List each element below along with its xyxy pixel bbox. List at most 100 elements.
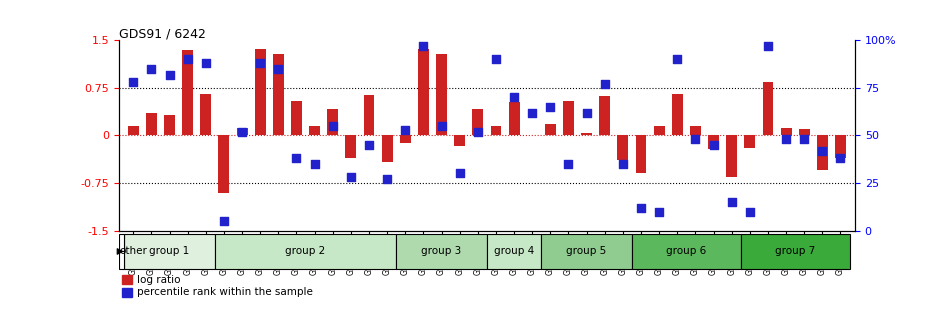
Point	[162, 72, 177, 77]
Point	[634, 205, 649, 210]
Bar	[291, 100, 302, 135]
Bar	[273, 54, 284, 135]
Bar	[690, 126, 701, 135]
Bar	[726, 135, 737, 177]
Bar	[123, 275, 132, 284]
Bar	[200, 94, 211, 135]
Bar	[781, 128, 791, 135]
Text: group 5: group 5	[566, 247, 607, 256]
Bar	[182, 50, 193, 135]
Text: log ratio: log ratio	[137, 275, 180, 285]
Bar	[581, 133, 592, 135]
Bar	[654, 126, 665, 135]
Point	[488, 57, 504, 62]
Point	[271, 66, 286, 72]
Point	[143, 66, 159, 72]
Point	[434, 123, 449, 129]
Point	[724, 199, 739, 205]
Point	[361, 142, 376, 148]
Point	[760, 43, 775, 49]
Point	[616, 161, 631, 167]
Bar	[119, 234, 124, 269]
Bar	[218, 135, 229, 193]
Bar	[632, 234, 741, 269]
Bar	[745, 135, 755, 148]
Text: percentile rank within the sample: percentile rank within the sample	[137, 287, 314, 297]
Point	[742, 209, 757, 214]
Bar	[237, 128, 248, 135]
Bar	[123, 288, 132, 297]
Bar	[817, 135, 827, 170]
Bar	[835, 135, 846, 158]
Bar	[542, 234, 632, 269]
Bar	[309, 126, 320, 135]
Bar	[382, 135, 392, 162]
Point	[670, 57, 685, 62]
Point	[325, 123, 340, 129]
Text: group 6: group 6	[666, 247, 707, 256]
Bar	[255, 49, 266, 135]
Point	[778, 136, 793, 142]
Bar	[396, 234, 486, 269]
Text: group 4: group 4	[494, 247, 534, 256]
Point	[452, 171, 467, 176]
Bar	[672, 94, 683, 135]
Point	[652, 209, 667, 214]
Point	[398, 127, 413, 132]
Text: GDS91 / 6242: GDS91 / 6242	[119, 27, 205, 40]
Text: group 2: group 2	[285, 247, 326, 256]
Point	[289, 156, 304, 161]
Bar	[799, 129, 809, 135]
Bar	[328, 109, 338, 135]
Point	[833, 156, 848, 161]
Point	[217, 218, 232, 224]
Bar	[146, 113, 157, 135]
Point	[235, 129, 250, 134]
Bar	[418, 49, 428, 135]
Point	[524, 110, 540, 115]
Point	[343, 175, 358, 180]
Bar	[487, 234, 542, 269]
Point	[253, 60, 268, 66]
Bar	[124, 234, 215, 269]
Bar	[545, 124, 556, 135]
Bar	[563, 100, 574, 135]
Bar	[708, 135, 719, 150]
Text: group 7: group 7	[775, 247, 815, 256]
Bar	[215, 234, 396, 269]
Point	[307, 161, 322, 167]
Point	[380, 176, 395, 182]
Bar	[636, 135, 646, 173]
Bar	[128, 126, 139, 135]
Point	[815, 148, 830, 153]
Point	[180, 57, 196, 62]
Point	[506, 95, 522, 100]
Bar	[364, 95, 374, 135]
Bar	[618, 135, 628, 160]
Point	[688, 136, 703, 142]
Point	[199, 60, 214, 66]
Point	[560, 161, 576, 167]
Point	[797, 136, 812, 142]
Text: other: other	[119, 247, 147, 256]
Bar	[472, 109, 484, 135]
Text: group 1: group 1	[149, 247, 190, 256]
Bar	[346, 135, 356, 158]
Bar	[490, 126, 502, 135]
Point	[542, 104, 558, 110]
Bar	[508, 102, 520, 135]
Point	[579, 110, 594, 115]
Bar	[599, 96, 610, 135]
Point	[598, 81, 613, 87]
Point	[470, 129, 485, 134]
Text: group 3: group 3	[422, 247, 462, 256]
Bar	[164, 115, 175, 135]
Bar	[400, 135, 410, 143]
Bar	[436, 54, 447, 135]
Bar	[763, 82, 773, 135]
Point	[416, 43, 431, 49]
Bar	[454, 135, 466, 145]
Point	[706, 142, 721, 148]
Point	[125, 80, 141, 85]
Bar	[741, 234, 849, 269]
